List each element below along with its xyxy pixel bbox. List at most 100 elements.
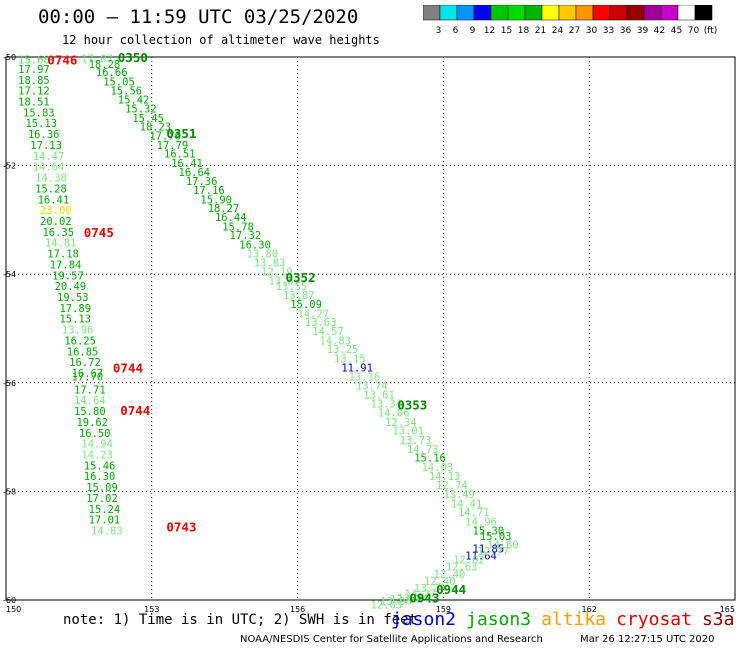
wave-height-value: 12.40 (434, 569, 466, 581)
units-note: note: 1) Time is in UTC; 2) SWH is in fe… (63, 612, 418, 628)
x-tick-label: 153 (144, 605, 159, 614)
wave-height-value: 13.61 (363, 390, 395, 402)
credit-text: NOAA/NESDIS Center for Satellite Applica… (240, 634, 543, 645)
wave-height-value: 17.76 (149, 131, 181, 143)
wave-height-value: 15.45 (132, 113, 164, 125)
wave-height-value: 16.30 (84, 471, 116, 483)
wave-height-value: 14.41 (451, 498, 483, 510)
wave-height-value: 12.77 (477, 546, 509, 558)
wave-height-value: 16.41 (38, 194, 70, 206)
wave-height-value: 12.63 (446, 561, 478, 573)
pass-time-label: 0944 (436, 582, 466, 597)
wave-height-value: 12.19 (261, 266, 293, 278)
colorbar-tick-label: 27 (569, 26, 580, 36)
wave-height-value: 18.51 (18, 97, 50, 109)
wave-height-value: 13.25 (327, 344, 359, 356)
wave-height-value: 15.32 (125, 104, 157, 116)
wave-height-value: 14.38 (35, 173, 67, 185)
satellite-legend-entry: cryosat (616, 609, 692, 630)
wave-height-value: 16.41 (171, 158, 203, 170)
wave-height-value: 13.01 (392, 426, 424, 438)
wave-height-value: 15.90 (200, 194, 232, 206)
pass-time-label: 0943 (409, 590, 439, 605)
wave-height-value: 15.05 (103, 76, 135, 88)
wave-height-value: 17.16 (193, 185, 225, 197)
wave-height-value: 14.57 (312, 326, 344, 338)
wave-height-value: 15.09 (290, 299, 322, 311)
wave-height-value: 14.83 (91, 525, 123, 537)
y-tick-label: -50 (3, 53, 16, 62)
wave-height-value: 15.56 (110, 86, 142, 98)
wave-height-value: 15.16 (414, 453, 446, 465)
x-tick-label: 150 (6, 605, 21, 614)
wave-height-value: 20.49 (55, 281, 87, 293)
wave-height-value: 14.94 (81, 439, 113, 451)
wave-height-value: 13.39 (414, 583, 446, 595)
wave-height-value: 14.96 (465, 516, 497, 528)
wave-height-value: 15.30 (473, 525, 505, 537)
wave-height-value: 11.85 (473, 543, 505, 555)
wave-height-value: 16.67 (72, 368, 104, 380)
pass-time-label: 0353 (397, 398, 427, 413)
wave-height-value: 16.85 (67, 346, 99, 358)
colorbar-tick-label: 9 (470, 26, 476, 36)
wave-height-value: 11.64 (465, 550, 497, 562)
wave-height-value: 13.80 (247, 249, 279, 261)
wave-height-value: 18.23 (140, 122, 172, 134)
wave-height-value: 19.62 (76, 417, 108, 429)
wave-height-value: 14.47 (33, 151, 65, 163)
wave-height-value: 15.28 (35, 183, 67, 195)
wave-height-value: 17.89 (59, 303, 91, 315)
wave-height-value: 14.13 (429, 471, 461, 483)
y-tick-label: -60 (3, 596, 16, 605)
colorbar-tick-label: 36 (620, 26, 632, 36)
wave-height-value: 15.42 (118, 94, 150, 106)
wave-height-value: 16.50 (79, 428, 111, 440)
colorbar-tick-label: 33 (603, 26, 614, 36)
wave-height-value: 16.30 (239, 239, 271, 251)
wave-height-value: 15.80 (74, 406, 106, 418)
colorbar-tick-label: 15 (501, 26, 512, 36)
wave-height-value: 17.70 (72, 371, 104, 383)
x-tick-label: 162 (582, 605, 597, 614)
wave-height-value: 17.18 (47, 249, 79, 261)
colorbar-tick-label: 6 (453, 26, 459, 36)
wave-height-colorbar: 3 6 9 12 15 18 21 24 27 30 33 36 39 42 45 70 (ft) (423, 5, 717, 36)
wave-height-value: 15.13 (59, 314, 91, 326)
wave-height-value: 16.66 (96, 67, 128, 79)
wave-height-value: 13.73 (400, 435, 432, 447)
wave-height-value: 18.28 (89, 59, 121, 71)
colorbar-tick-label: 70 (688, 26, 700, 36)
wave-height-value: 12.40 (424, 576, 456, 588)
wave-height-value: 17.84 (50, 259, 82, 271)
satellite-legend-entry: s3a (701, 609, 735, 630)
colorbar-tick-label: 12 (484, 26, 495, 36)
wave-height-value: 16.72 (69, 357, 101, 369)
wave-height-value: 14.27 (405, 588, 437, 600)
wave-height-value: 23.00 (40, 205, 72, 217)
pass-time-label: 0351 (166, 126, 196, 141)
wave-height-value: 14.71 (458, 507, 490, 519)
generated-timestamp: Mar 26 12:27:15 UTC 2020 (580, 634, 715, 645)
wave-height-value: 13.74 (356, 381, 388, 393)
pass-time-label: 0350 (118, 50, 148, 65)
wave-height-value: 13.16 (349, 371, 381, 383)
chart-title: 00:00 – 11:59 UTC 03/25/2020 (38, 6, 359, 28)
satellite-legend-entry: jason3 (466, 609, 532, 630)
colorbar-tick-label: 42 (654, 26, 665, 36)
wave-height-value: 13.96 (62, 325, 94, 337)
wave-height-value: 17.01 (89, 515, 121, 527)
wave-height-value: 13.57 (390, 594, 422, 606)
wave-height-value: 17.07 (81, 54, 113, 66)
wave-height-value: 16.64 (179, 167, 211, 179)
wave-height-value: 12.02 (453, 554, 485, 566)
wave-height-value: 14.73 (407, 444, 439, 456)
wave-height-value: 17.36 (186, 176, 218, 188)
satellite-legend: jason2 jason3 altika cryosat s3a (391, 609, 740, 630)
pass-time-label: 0745 (84, 225, 114, 240)
wave-height-value: 17.12 (18, 86, 50, 98)
wave-height-value: 15.78 (222, 221, 254, 233)
x-tick-label: 165 (720, 605, 735, 614)
pass-time-label: 0746 (47, 53, 77, 68)
